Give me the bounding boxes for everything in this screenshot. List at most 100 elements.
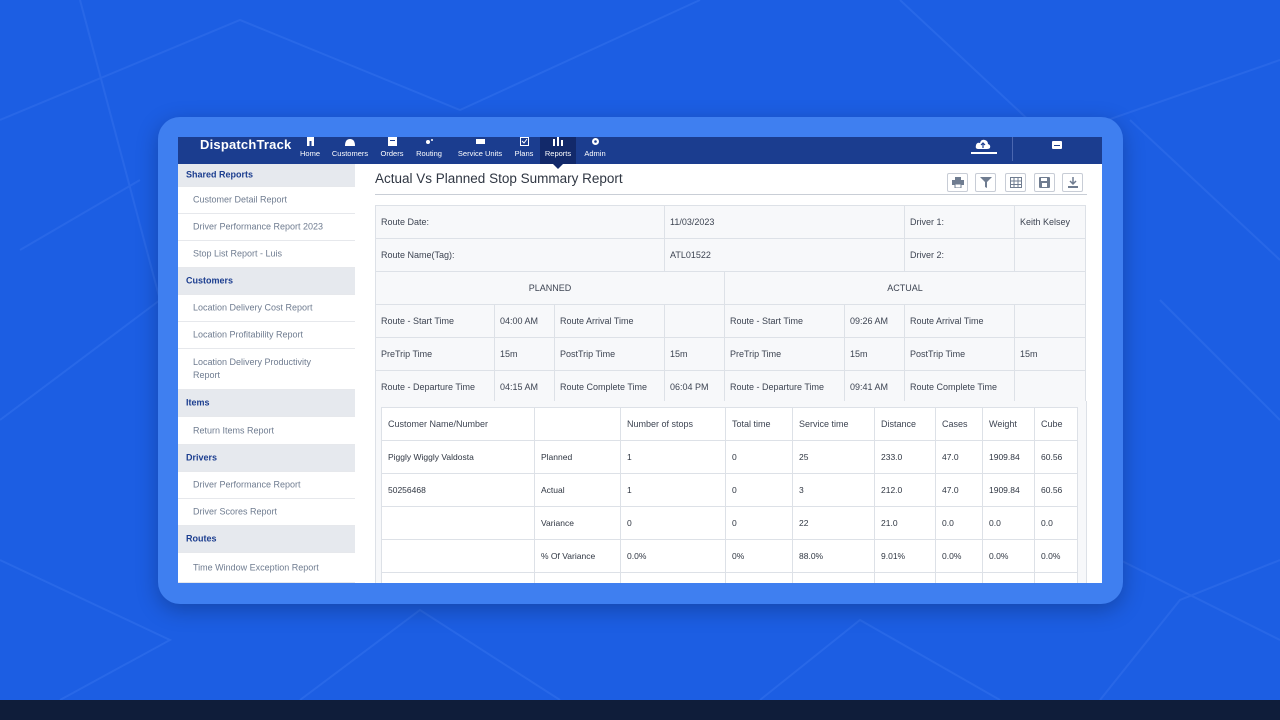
sidebar-item-driver-scores-report[interactable]: Driver Scores Report: [178, 499, 355, 526]
table-cell: 212.0: [874, 473, 936, 507]
planned-departure-label: Route - Departure Time: [375, 370, 495, 404]
route-name-value: ATL01522: [664, 238, 905, 272]
cloud-upload-icon[interactable]: [971, 137, 995, 157]
print-icon: [952, 177, 964, 188]
upload-indicator: [971, 152, 997, 154]
nav-plans[interactable]: Plans: [512, 137, 536, 164]
table-cell: [874, 572, 936, 583]
table-cell: 0: [725, 506, 793, 540]
sidebar-item-location-delivery-productivity-report[interactable]: Location Delivery Productivity Report: [178, 349, 355, 390]
table-row: % Of Variance 0.0% 0% 88.0% 9.01% 0.0% 0…: [381, 539, 1078, 573]
nav-service-units[interactable]: Service Units: [452, 137, 508, 164]
table-cell: 50256468: [381, 473, 535, 507]
print-button[interactable]: [947, 173, 968, 192]
filter-button[interactable]: [975, 173, 996, 192]
sidebar-item-label: Location Delivery Cost Report: [193, 302, 313, 313]
table-cell: 0.0: [935, 506, 983, 540]
table-header-row: Customer Name/Number Number of stops Tot…: [381, 407, 1078, 441]
column-header[interactable]: Cases: [935, 407, 983, 441]
table-row: Piggly Wiggly Valdosta Planned 1 0 25 23…: [381, 440, 1078, 474]
plans-icon: [512, 137, 536, 148]
route-name-label: Route Name(Tag):: [375, 238, 665, 272]
sidebar-item-customer-detail-report[interactable]: Customer Detail Report: [178, 187, 355, 214]
sidebar-item-label: Customer Detail Report: [193, 194, 288, 205]
table-cell: 0.0%: [620, 539, 726, 573]
grid-button[interactable]: [1005, 173, 1026, 192]
actual-pretrip-value: 15m: [844, 337, 905, 371]
column-header[interactable]: Total time: [725, 407, 793, 441]
column-header[interactable]: Number of stops: [620, 407, 726, 441]
column-header[interactable]: Customer Name/Number: [381, 407, 535, 441]
table-cell: [792, 572, 875, 583]
planned-posttrip-value: 15m: [664, 337, 725, 371]
sidebar-item-label: Time Window Exception Report: [193, 562, 319, 572]
planned-departure-value: 04:15 AM: [494, 370, 555, 404]
home-icon: [296, 137, 324, 148]
nav-admin[interactable]: Admin: [580, 137, 610, 164]
driver2-label: Driver 2:: [904, 238, 1015, 272]
download-button[interactable]: [1062, 173, 1083, 192]
table-cell: 0%: [725, 539, 793, 573]
column-header[interactable]: Distance: [874, 407, 936, 441]
sidebar-item-label: Driver Performance Report 2023: [193, 221, 324, 232]
sidebar-section-label: Customers: [186, 275, 234, 286]
column-header[interactable]: Service time: [792, 407, 875, 441]
sidebar-item-driver-performance-report[interactable]: Driver Performance Report: [178, 472, 355, 499]
save-button[interactable]: [1034, 173, 1055, 192]
driver1-value: Keith Kelsey: [1014, 205, 1086, 239]
column-header[interactable]: Weight: [982, 407, 1035, 441]
planned-pretrip-value: 15m: [494, 337, 555, 371]
sidebar-item-location-profitability-report[interactable]: Location Profitability Report: [178, 322, 355, 349]
sidebar-item-driver-performance-report-2023[interactable]: Driver Performance Report 2023: [178, 214, 355, 241]
sidebar-item-label: Driver Scores Report: [193, 506, 278, 517]
table-cell: 22: [792, 506, 875, 540]
table-cell: 233.0: [874, 440, 936, 474]
sidebar-item-time-window-exception-report[interactable]: Time Window Exception Report: [178, 553, 355, 583]
actual-posttrip-value: 15m: [1014, 337, 1086, 371]
actual-complete-label: Route Complete Time: [904, 370, 1015, 404]
nav-home[interactable]: Home: [296, 137, 324, 164]
column-header[interactable]: Cube: [1034, 407, 1078, 441]
sidebar-section-label: Routes: [186, 533, 217, 544]
table-cell: 47.0: [935, 440, 983, 474]
table-cell: Planned: [534, 440, 621, 474]
planned-arrival-label: Route Arrival Time: [554, 304, 665, 338]
planned-complete-label: Route Complete Time: [554, 370, 665, 404]
table-cell: 0.0: [982, 506, 1035, 540]
table-cell: [381, 539, 535, 573]
sidebar-item-stop-list-report[interactable]: Stop List Report - Luis: [178, 241, 355, 268]
sidebar-section-drivers[interactable]: Drivers: [178, 445, 355, 472]
actual-pretrip-label: PreTrip Time: [724, 337, 845, 371]
sidebar-item-label: Location Delivery Productivity Report: [193, 357, 312, 380]
table-cell: 0.0%: [1034, 539, 1078, 573]
nav-orders[interactable]: Orders: [377, 137, 407, 164]
table-cell: [935, 572, 983, 583]
table-cell: [982, 572, 1035, 583]
user-icon[interactable]: [1051, 137, 1065, 149]
grid-icon: [1010, 177, 1022, 188]
actual-arrival-value: [1014, 304, 1086, 338]
stop-summary-container: Customer Name/Number Number of stops Tot…: [375, 401, 1087, 583]
save-icon: [1039, 177, 1050, 188]
table-cell: 0: [620, 506, 726, 540]
sidebar-item-return-items-report[interactable]: Return Items Report: [178, 417, 355, 445]
sidebar-section-routes[interactable]: Routes: [178, 526, 355, 553]
bottom-strip: [0, 700, 1280, 720]
table-cell: 0: [725, 440, 793, 474]
sidebar: Shared Reports Customer Detail Report Dr…: [178, 164, 355, 583]
sidebar-section-customers[interactable]: Customers: [178, 268, 355, 295]
sidebar-item-location-delivery-cost-report[interactable]: Location Delivery Cost Report: [178, 295, 355, 322]
actual-complete-value: [1014, 370, 1086, 404]
column-header[interactable]: [534, 407, 621, 441]
nav-reports[interactable]: Reports: [540, 137, 576, 169]
nav-routing-label: Routing: [416, 149, 442, 158]
sidebar-section-items[interactable]: Items: [178, 390, 355, 417]
table-cell: [620, 572, 726, 583]
sidebar-section-label: Items: [186, 397, 210, 408]
table-cell: 0.0%: [935, 539, 983, 573]
nav-reports-label: Reports: [544, 149, 572, 158]
nav-customers[interactable]: Customers: [328, 137, 372, 164]
nav-routing[interactable]: Routing: [413, 137, 445, 164]
sidebar-section-shared-reports[interactable]: Shared Reports: [178, 164, 355, 187]
planned-arrival-value: [664, 304, 725, 338]
